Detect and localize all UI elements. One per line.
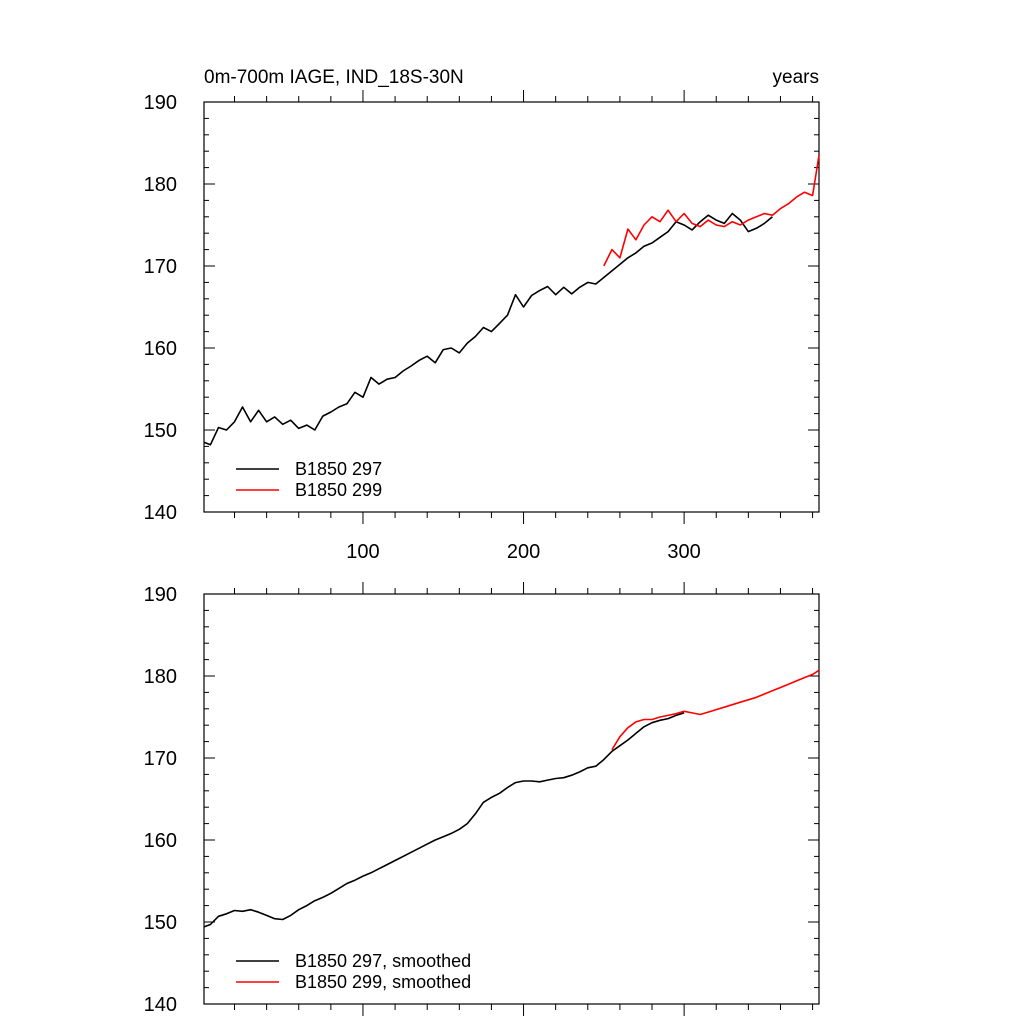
y-tick-label: 150 — [144, 912, 177, 934]
y-tick-label: 150 — [144, 420, 177, 442]
y-tick-label: 190 — [144, 92, 177, 114]
x-tick-label: 200 — [507, 541, 540, 563]
x-tick-label: 300 — [667, 541, 700, 563]
chart-panel-smoothed: 140 150 160 170 180 190 B1850 297, smoothedB18… — [144, 582, 820, 1016]
y-tick-label: 160 — [144, 830, 177, 852]
y-tick-label: 170 — [144, 748, 177, 770]
y-tick-label: 140 — [144, 502, 177, 524]
chart-panel-raw: 140 150 160 170 180 190 100 200 300 B1850 297B185… — [144, 90, 820, 563]
y-tick-label: 160 — [144, 338, 177, 360]
series-line-b1850-299 — [603, 155, 820, 267]
plot-frame — [203, 593, 820, 1005]
series-line-b1850-299-smoothed — [611, 669, 820, 751]
y-tick-label: 180 — [144, 666, 177, 688]
legend-label: B1850 299, smoothed — [295, 972, 471, 992]
series-line-b1850-297 — [203, 212, 773, 446]
y-tick-label: 190 — [144, 584, 177, 606]
units-label: years — [773, 67, 819, 88]
legend-label: B1850 297, smoothed — [295, 951, 471, 971]
y-tick-label: 180 — [144, 174, 177, 196]
chart-title: 0m-700m IAGE, IND_18S-30N — [204, 67, 464, 88]
x-tick-label: 100 — [346, 541, 379, 563]
y-tick-label: 140 — [144, 994, 177, 1016]
legend-label: B1850 299 — [295, 480, 382, 500]
plot-frame — [203, 101, 820, 513]
legend-label: B1850 297 — [295, 459, 382, 479]
y-tick-label: 170 — [144, 256, 177, 278]
series-line-b1850-297-smoothed — [203, 712, 685, 928]
